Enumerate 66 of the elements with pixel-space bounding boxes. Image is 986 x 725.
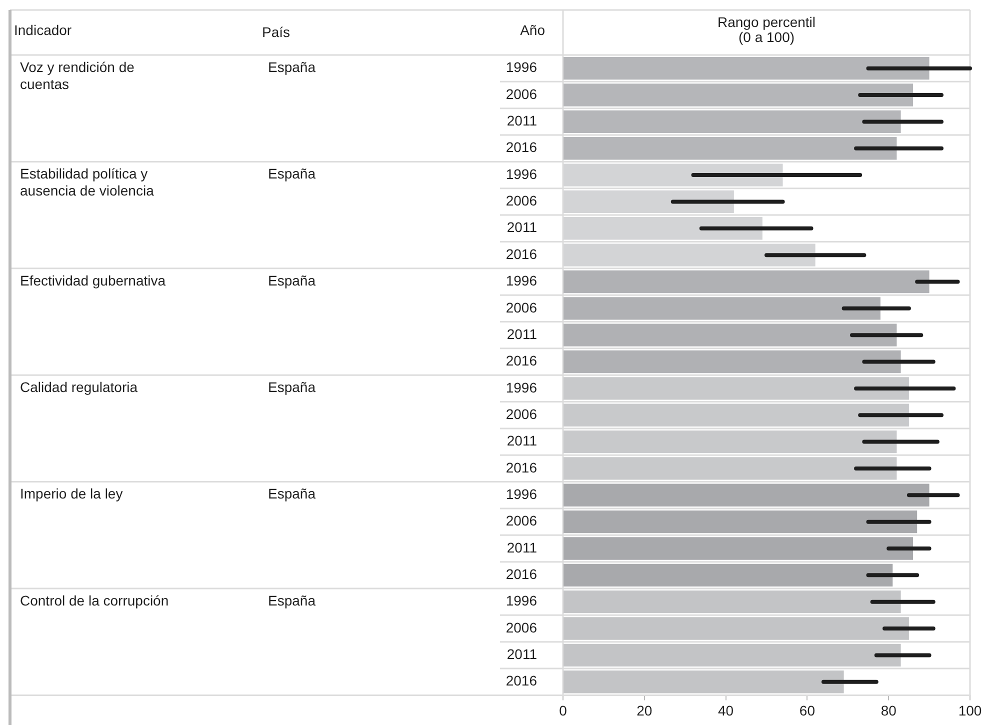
text: España: [268, 272, 316, 288]
bar: [564, 430, 897, 454]
bar: [564, 324, 897, 346]
x-tick-label: 80: [880, 702, 897, 718]
text: País: [262, 24, 290, 40]
bar: [564, 84, 914, 106]
x-tick-label: 20: [636, 702, 652, 718]
text: España: [268, 378, 316, 395]
y-tick-label: 1996: [506, 272, 538, 289]
y-tick-label: 2016: [506, 566, 538, 582]
y-tick-label: 2006: [506, 299, 538, 316]
y-tick-label: 1996: [506, 592, 538, 609]
bar: [564, 617, 909, 640]
y-tick-label: 2016: [506, 139, 538, 156]
text: Año: [520, 22, 546, 38]
bar: [564, 404, 909, 426]
y-tick-label: 2016: [506, 672, 538, 689]
text: Control de la corrupción: [20, 592, 169, 608]
y-tick-label: 2011: [506, 219, 538, 236]
bar: [564, 564, 893, 586]
bar: [564, 57, 930, 80]
bar: [564, 110, 901, 134]
y-tick-label: 1996: [506, 486, 538, 502]
y-tick-label: 2006: [506, 619, 538, 636]
y-tick-label: 1996: [506, 59, 538, 76]
text: Estabilidad política y ausencia de violencia: [20, 166, 154, 199]
x-tick-label: 60: [799, 702, 816, 718]
bar: [564, 137, 897, 160]
y-tick-label: 2011: [506, 432, 538, 449]
y-tick-label: 2006: [506, 512, 538, 529]
y-tick-label: 2011: [506, 326, 538, 342]
y-tick-label: 1996: [506, 166, 538, 182]
bar: [564, 270, 930, 294]
bar: [564, 670, 844, 694]
y-tick-label: 2006: [506, 192, 538, 209]
bar: [564, 297, 880, 320]
text: España: [268, 592, 316, 608]
text: España: [268, 486, 316, 502]
x-tick-label: 0: [559, 702, 568, 718]
y-tick-label: 2016: [506, 459, 538, 476]
x-axis-title: Rango percentil (0 a 100): [717, 14, 816, 45]
bar: [564, 590, 901, 614]
y-tick-label: 2011: [506, 112, 538, 129]
bar: [564, 457, 897, 480]
text: Efectividad gubernativa: [20, 272, 166, 288]
y-tick-label: 2006: [506, 86, 538, 102]
bar: [564, 484, 930, 506]
text: Indicador: [14, 22, 72, 38]
text: Calidad regulatoria: [20, 378, 138, 395]
text: España: [268, 166, 316, 182]
bar: [564, 644, 901, 667]
y-tick-label: 2016: [506, 352, 538, 369]
x-tick-label: 40: [718, 702, 734, 718]
y-tick-label: 2011: [506, 539, 538, 556]
text: Imperio de la ley: [20, 486, 123, 502]
y-tick-label: 2016: [506, 246, 538, 262]
bar: [564, 510, 918, 534]
y-tick-label: 2011: [506, 646, 538, 662]
y-tick-label: 1996: [506, 379, 538, 396]
bar: [564, 537, 914, 560]
text: España: [268, 58, 316, 75]
text: Voz y rendición de cuentas: [20, 58, 135, 92]
y-tick-label: 2006: [506, 406, 538, 422]
bar: [564, 350, 901, 374]
x-tick-label: 100: [958, 702, 982, 718]
bar: [564, 377, 909, 400]
